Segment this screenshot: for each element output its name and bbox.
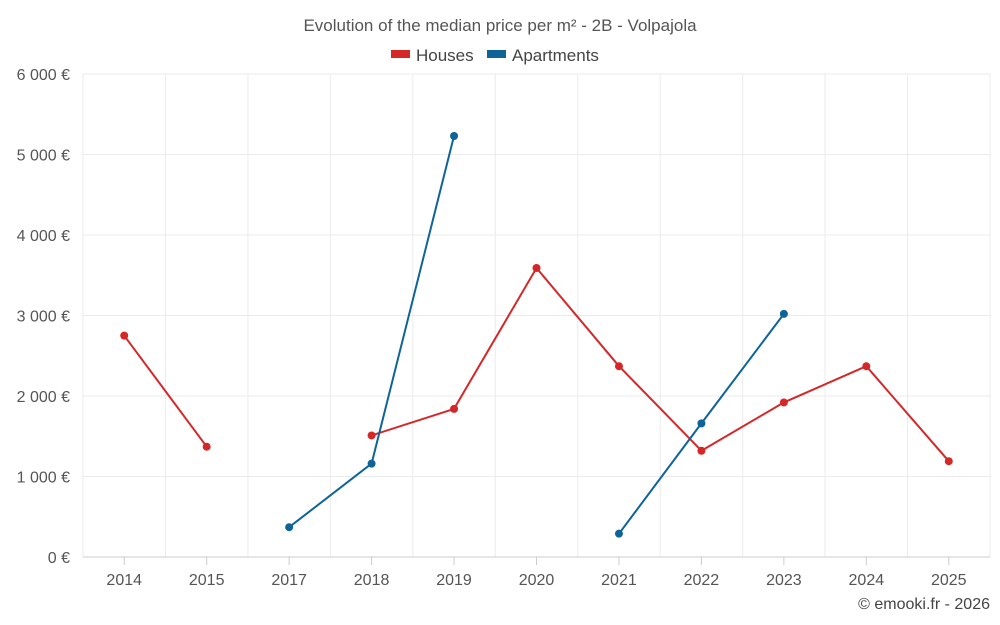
y-tick-label: 3 000 € xyxy=(17,309,70,326)
x-tick-label: 2023 xyxy=(766,572,802,589)
legend-swatch-houses xyxy=(391,50,410,58)
x-tick-label: 2021 xyxy=(601,572,637,589)
x-tick-label: 2024 xyxy=(849,572,885,589)
data-point-houses[interactable] xyxy=(779,398,788,407)
series-line-houses xyxy=(123,335,208,448)
legend: Houses Apartments xyxy=(391,46,599,65)
y-tick-label: 5 000 € xyxy=(17,148,70,165)
data-point-apartments[interactable] xyxy=(367,459,376,468)
x-tick-label: 2018 xyxy=(354,572,390,589)
grid xyxy=(82,73,991,557)
data-point-houses[interactable] xyxy=(697,446,706,455)
series-houses xyxy=(120,264,953,466)
data-point-houses[interactable] xyxy=(614,362,623,371)
series-line-houses xyxy=(371,267,950,462)
data-point-houses[interactable] xyxy=(450,404,459,413)
axes: 0 € 1 000 € 2 000 € 3 000 € 4 000 € 5 000 € 6 … xyxy=(17,67,990,589)
legend-swatch-apartments xyxy=(487,50,506,58)
legend-label-houses[interactable]: Houses xyxy=(416,46,474,65)
data-point-houses[interactable] xyxy=(202,442,211,451)
x-tick-label: 2025 xyxy=(931,572,967,589)
y-tick-label: 1 000 € xyxy=(17,470,70,487)
y-tick-label: 6 000 € xyxy=(17,67,70,84)
data-point-houses[interactable] xyxy=(862,362,871,371)
data-point-houses[interactable] xyxy=(944,457,953,466)
data-point-houses[interactable] xyxy=(532,264,541,273)
data-point-apartments[interactable] xyxy=(779,309,788,318)
data-point-apartments[interactable] xyxy=(450,131,459,140)
x-tick-label: 2019 xyxy=(436,572,472,589)
series-line-apartments xyxy=(288,135,455,528)
legend-label-apartments[interactable]: Apartments xyxy=(512,46,599,65)
x-tick-label: 2014 xyxy=(106,572,142,589)
series-apartments xyxy=(285,131,788,538)
series xyxy=(120,131,953,538)
data-point-houses[interactable] xyxy=(120,331,129,340)
data-point-houses[interactable] xyxy=(367,431,376,440)
x-tick-label: 2017 xyxy=(271,572,307,589)
y-tick-label: 0 € xyxy=(48,550,70,567)
data-point-apartments[interactable] xyxy=(614,529,623,538)
credit-text: © emooki.fr - 2026 xyxy=(858,596,990,613)
data-point-apartments[interactable] xyxy=(285,523,294,532)
x-tick-label: 2015 xyxy=(189,572,225,589)
data-point-apartments[interactable] xyxy=(697,419,706,428)
x-tick-label: 2020 xyxy=(519,572,555,589)
chart-title: Evolution of the median price per m² - 2… xyxy=(303,16,697,35)
y-tick-label: 2 000 € xyxy=(17,389,70,406)
y-tick-label: 4 000 € xyxy=(17,228,70,245)
x-tick-label: 2022 xyxy=(684,572,720,589)
